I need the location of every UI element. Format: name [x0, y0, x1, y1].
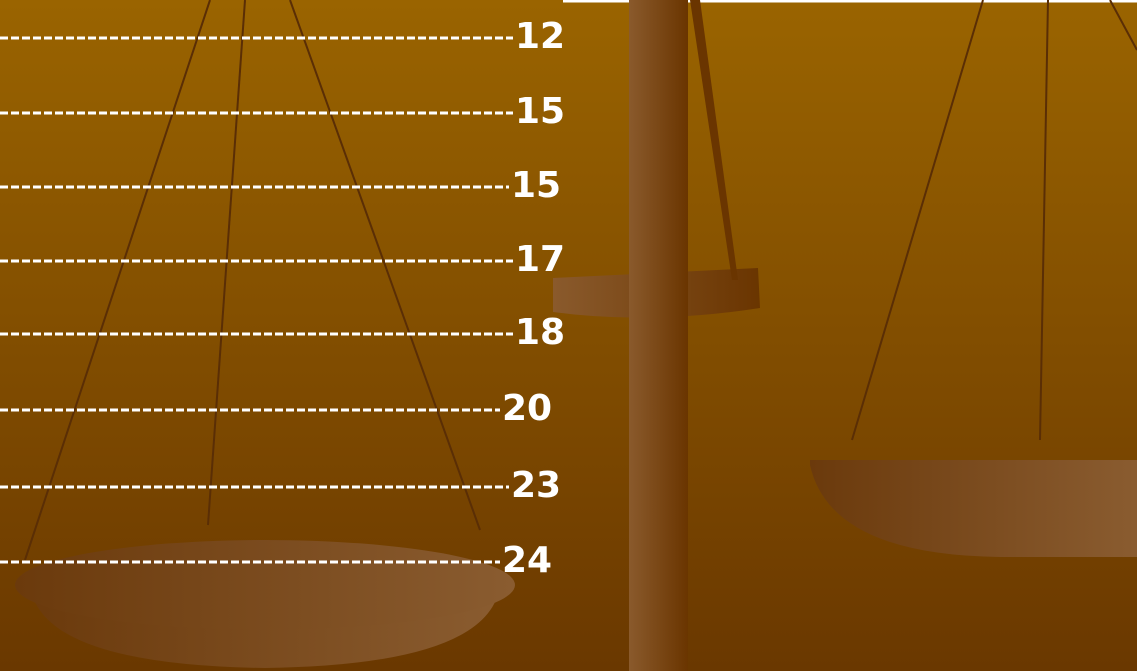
slide: 12 15 15 17 18 20 23 24	[0, 0, 1137, 671]
value-label: 24	[502, 540, 552, 581]
value-label: 18	[515, 312, 565, 353]
value-label: 17	[515, 239, 565, 280]
value-label: 15	[515, 91, 565, 132]
value-label: 15	[511, 165, 561, 206]
value-label: 12	[515, 16, 565, 57]
value-label: 20	[502, 388, 552, 429]
pole	[629, 0, 688, 671]
left-pan-rim	[15, 540, 515, 630]
value-label: 23	[511, 465, 561, 506]
page: 1215151718202324 (() => { const data = J…	[0, 0, 1137, 671]
